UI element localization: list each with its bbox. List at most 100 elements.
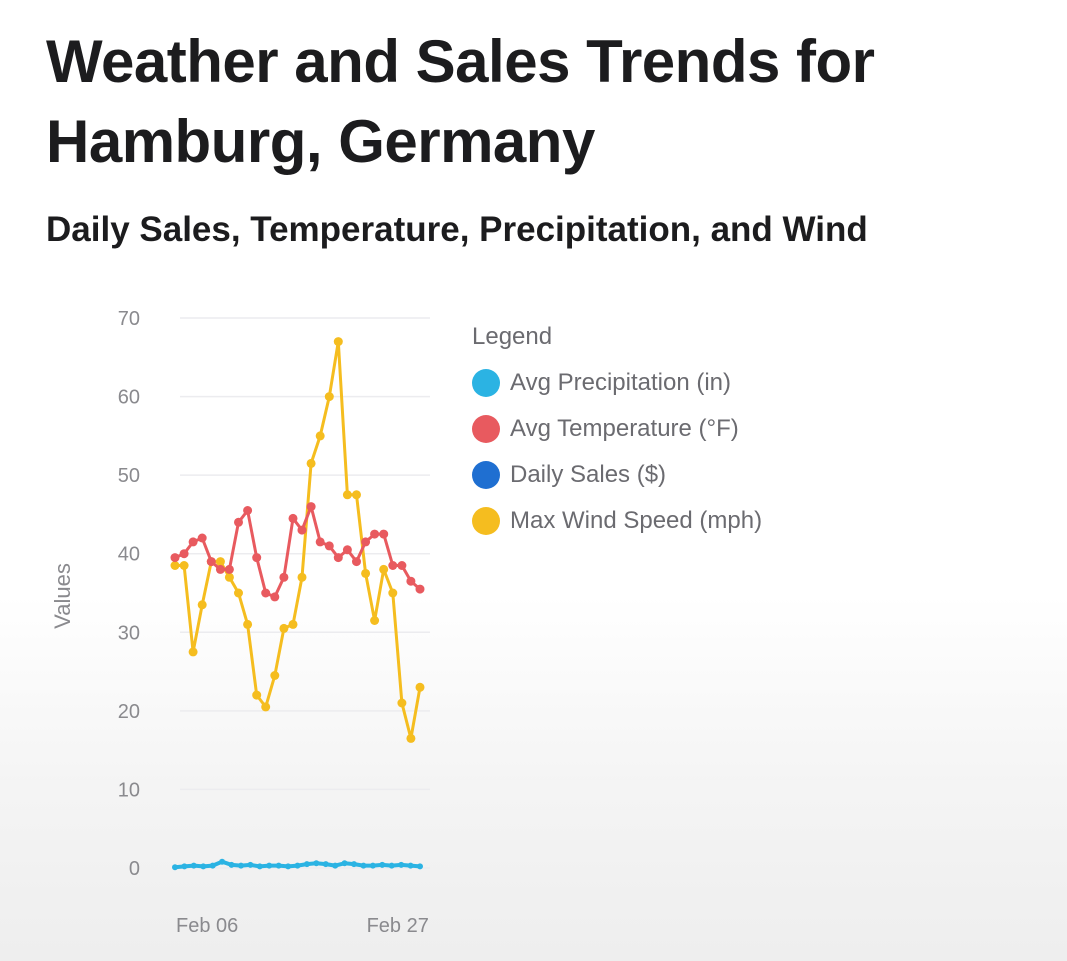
y-tick-label: 20: [118, 701, 140, 723]
data-point: [361, 537, 371, 547]
legend-item-temperature[interactable]: Avg Temperature (°F): [472, 406, 762, 452]
series-avg-precipitation-in: [172, 858, 423, 871]
y-tick-label: 0: [129, 858, 140, 880]
data-point: [275, 862, 282, 869]
chart-subtitle: Daily Sales, Temperature, Precipitation,…: [46, 210, 868, 249]
data-point: [215, 557, 225, 567]
data-point: [397, 561, 407, 570]
data-point: [247, 861, 254, 868]
data-point: [398, 861, 405, 868]
x-tick-label: Feb 06: [176, 915, 238, 937]
data-point: [297, 525, 307, 535]
data-point: [332, 862, 339, 869]
data-point: [228, 861, 235, 868]
x-axis-ticks: Feb 06 Feb 27: [176, 915, 429, 937]
data-point: [351, 861, 357, 868]
series-line: [174, 505, 421, 599]
data-point: [288, 619, 298, 629]
data-point: [406, 733, 416, 743]
data-point: [303, 861, 310, 868]
legend-swatch-temperature: [472, 415, 500, 443]
legend-swatch-wind-speed: [472, 507, 500, 535]
legend-label: Max Wind Speed (mph): [510, 507, 763, 534]
data-point: [224, 572, 234, 582]
data-point: [252, 690, 262, 700]
y-tick-label: 50: [118, 465, 140, 487]
series-line: [175, 340, 422, 740]
data-point: [234, 588, 243, 598]
data-point: [297, 572, 307, 582]
data-point: [234, 517, 243, 527]
data-point: [342, 545, 352, 555]
legend-swatch-daily-sales: [472, 461, 500, 489]
data-point: [370, 616, 380, 625]
data-point: [324, 392, 334, 402]
data-point: [322, 861, 329, 868]
y-tick-label: 70: [118, 308, 140, 330]
data-point: [215, 564, 225, 574]
data-point: [324, 541, 334, 551]
legend-swatch-precipitation: [472, 369, 500, 397]
data-point: [200, 863, 207, 870]
legend-label: Avg Precipitation (in): [510, 369, 731, 396]
data-point: [388, 561, 398, 570]
data-point: [188, 537, 198, 547]
data-point: [397, 698, 407, 708]
legend-item-wind-speed[interactable]: Max Wind Speed (mph): [472, 498, 762, 544]
data-point: [415, 682, 425, 692]
data-point: [388, 862, 395, 869]
y-tick-label: 30: [118, 622, 140, 644]
series-max-wind-speed-mph: [170, 337, 425, 743]
data-point: [406, 576, 416, 586]
legend-label: Daily Sales ($): [510, 461, 667, 488]
data-point: [238, 862, 244, 869]
data-point: [197, 533, 207, 543]
data-point: [243, 619, 253, 629]
data-point: [315, 537, 325, 547]
data-point: [407, 862, 414, 869]
data-point: [197, 600, 207, 610]
legend-item-daily-sales[interactable]: Daily Sales ($): [472, 452, 762, 498]
data-point: [181, 863, 188, 870]
data-point: [352, 490, 361, 500]
legend-title: Legend: [472, 323, 553, 350]
y-tick-label: 60: [118, 387, 140, 409]
data-point: [188, 647, 198, 657]
data-point: [256, 863, 263, 870]
data-point: [415, 584, 425, 594]
y-axis-ticks: 0 10 20 30 40 50 60 70: [118, 308, 140, 880]
data-point: [333, 337, 343, 347]
data-point: [279, 572, 289, 582]
data-point: [417, 863, 423, 870]
data-point: [379, 529, 389, 539]
y-tick-label: 10: [118, 779, 140, 801]
data-point: [333, 553, 343, 563]
x-tick-label: Feb 27: [367, 915, 429, 937]
data-point: [361, 568, 371, 578]
data-point: [261, 588, 271, 598]
legend-item-precipitation[interactable]: Avg Precipitation (in): [472, 360, 762, 406]
data-point: [388, 588, 398, 598]
data-point: [306, 458, 316, 468]
data-point: [285, 863, 292, 870]
data-point: [172, 864, 178, 871]
data-point: [190, 862, 197, 869]
y-tick-label: 40: [118, 544, 140, 566]
data-point: [270, 671, 280, 680]
data-point: [341, 860, 348, 867]
data-point: [179, 561, 189, 570]
data-point: [379, 564, 389, 574]
legend-label: Avg Temperature (°F): [510, 415, 739, 442]
data-point: [288, 513, 298, 523]
data-point: [306, 502, 316, 512]
data-point: [315, 431, 325, 441]
data-point: [209, 862, 216, 869]
series-avg-temperature-f: [170, 502, 425, 602]
data-point: [179, 549, 189, 559]
chart-title: Weather and Sales Trends for Hamburg, Ge…: [46, 28, 875, 175]
data-point: [219, 858, 226, 865]
data-point: [224, 564, 234, 574]
data-point: [279, 623, 289, 633]
data-point: [261, 702, 271, 712]
